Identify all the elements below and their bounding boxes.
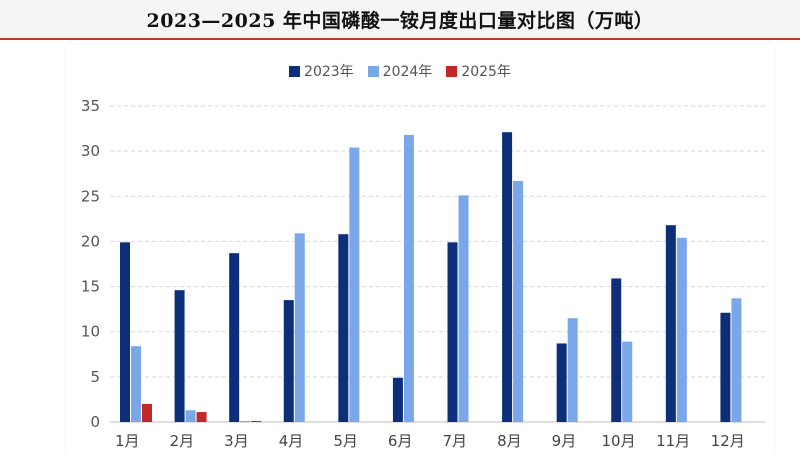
bar-2024-2 <box>185 410 196 422</box>
bar-2024-6 <box>403 134 414 423</box>
bar-2024-1 <box>131 346 141 422</box>
x-tick-label: 1月 <box>115 432 140 450</box>
bar-2024-4 <box>294 233 305 422</box>
bar-2025-2 <box>196 412 207 422</box>
bar-2023-2 <box>174 290 185 422</box>
bar-2023-7 <box>447 242 458 422</box>
y-tick-label: 20 <box>81 232 100 250</box>
bar-2023-8 <box>502 132 513 422</box>
legend-item-2024: 2024年 <box>367 61 433 81</box>
legend: 2023年 2024年 2025年 <box>0 61 800 81</box>
legend-swatch-2023 <box>289 65 301 77</box>
bar-2024-3 <box>240 421 251 422</box>
bar-2023-4 <box>283 300 294 422</box>
x-tick-label: 8月 <box>497 432 522 450</box>
legend-item-2023: 2023年 <box>289 61 354 81</box>
bar-2023-10 <box>611 278 622 422</box>
x-tick-label: 5月 <box>333 432 358 450</box>
bar-2023-6 <box>392 377 403 422</box>
legend-label-2023: 2023年 <box>304 64 354 80</box>
legend-swatch-2024 <box>367 65 379 77</box>
y-tick-label: 10 <box>81 323 100 341</box>
x-tick-label: 12月 <box>711 432 745 450</box>
legend-swatch-2025 <box>446 65 458 77</box>
bar-2023-5 <box>338 234 349 422</box>
bar-2024-5 <box>349 147 360 422</box>
bar-2024-8 <box>513 180 524 422</box>
bar-2024-12 <box>731 298 742 422</box>
y-tick-label: 5 <box>90 368 100 386</box>
bar-2024-9 <box>567 318 578 422</box>
bar-2023-1 <box>120 242 130 422</box>
bar-2024-10 <box>622 341 633 422</box>
y-tick-label: 15 <box>81 278 100 296</box>
y-tick-label: 0 <box>90 413 100 431</box>
bar-2023-9 <box>556 343 567 422</box>
x-tick-label: 10月 <box>601 432 635 450</box>
legend-label-2025: 2025年 <box>461 64 511 80</box>
x-tick-label: 3月 <box>224 432 249 450</box>
x-tick-label: 6月 <box>388 432 413 450</box>
bar-2024-7 <box>458 195 469 422</box>
y-tick-label: 35 <box>81 97 100 115</box>
legend-label-2024: 2024年 <box>382 64 433 80</box>
bar-2025-3 <box>251 421 262 422</box>
x-tick-label: 7月 <box>443 432 468 450</box>
x-tick-label: 11月 <box>656 432 690 450</box>
x-tick-label: 2月 <box>170 432 195 450</box>
chart-title: 2023—2025 年中国磷酸一铵月度出口量对比图（万吨） <box>146 9 654 32</box>
x-tick-label: 4月 <box>279 432 304 450</box>
bar-2023-12 <box>720 312 731 422</box>
bar-2023-11 <box>665 225 676 422</box>
bar-2025-1 <box>142 403 152 422</box>
bar-2023-3 <box>229 253 240 422</box>
title-bar: 2023—2025 年中国磷酸一铵月度出口量对比图（万吨） <box>0 0 800 40</box>
bar-2024-11 <box>676 237 687 422</box>
y-tick-label: 30 <box>81 142 100 160</box>
x-tick-label: 9月 <box>552 432 577 450</box>
legend-item-2025: 2025年 <box>446 61 511 81</box>
y-tick-label: 25 <box>81 187 100 205</box>
